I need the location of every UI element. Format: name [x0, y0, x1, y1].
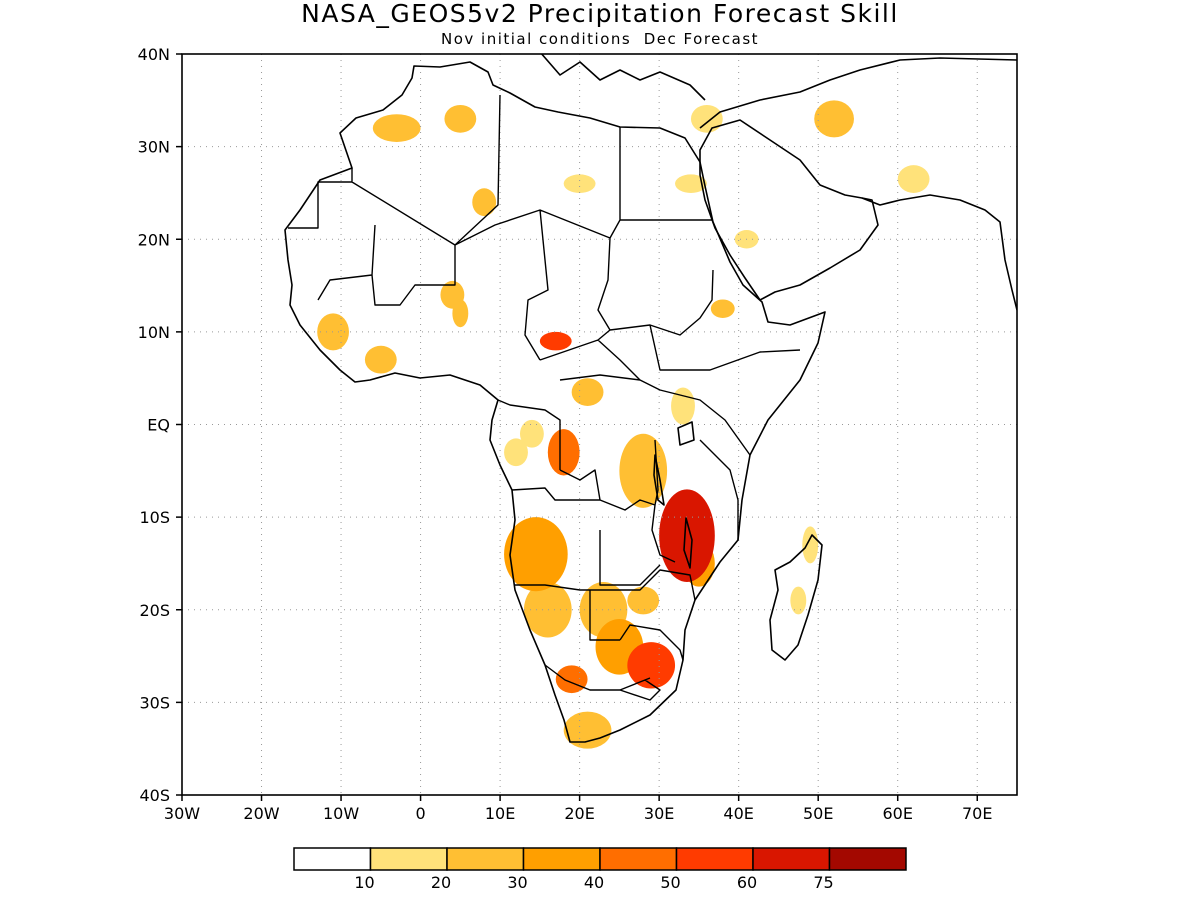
skill-region — [563, 174, 596, 193]
lake-malawi — [683, 517, 693, 569]
latitude-axis: 40N 30N 20N 10N EQ 10S 20S 30S 40S — [138, 45, 182, 805]
colorbar-label: 60 — [737, 873, 757, 892]
colorbar-swatch — [522, 847, 601, 871]
skill-region — [571, 378, 604, 406]
graticule — [182, 54, 1017, 795]
y-tick-label: 40N — [138, 45, 170, 64]
skill-shading — [317, 100, 930, 749]
skill-region — [317, 313, 349, 351]
skill-region — [444, 104, 477, 133]
skill-region — [504, 438, 528, 467]
skill-region — [627, 642, 676, 689]
skill-region — [472, 188, 497, 217]
skill-region — [539, 331, 572, 351]
colorbar-swatch — [293, 847, 372, 871]
skill-region — [710, 299, 735, 318]
country-borders — [288, 94, 801, 701]
skill-region — [659, 489, 715, 582]
lake-victoria — [677, 421, 695, 446]
skill-region — [504, 517, 568, 592]
x-tick-label: 30W — [164, 804, 200, 823]
y-tick-label: 20N — [138, 230, 170, 249]
skill-region — [814, 100, 854, 138]
colorbar-label: 50 — [660, 873, 680, 892]
colorbar-label: 75 — [813, 873, 833, 892]
map-title: NASA_GEOS5v2 Precipitation Forecast Skil… — [301, 0, 899, 28]
y-tick-label: 20S — [139, 601, 170, 620]
x-tick-label: 70E — [962, 804, 992, 823]
x-tick-label: 20W — [243, 804, 279, 823]
skill-region — [372, 114, 421, 142]
skill-region — [523, 581, 572, 638]
lake-tanganyika — [653, 454, 665, 506]
skill-region — [555, 665, 588, 694]
skill-region — [675, 174, 707, 193]
x-tick-label: 0 — [415, 804, 425, 823]
skill-region — [547, 429, 580, 476]
y-tick-label: 10S — [139, 508, 170, 527]
colorbar-label: 20 — [431, 873, 451, 892]
x-tick-label: 10E — [485, 804, 515, 823]
africa-coastline — [284, 61, 826, 743]
skill-region — [452, 299, 469, 328]
colorbar-swatch — [752, 847, 831, 871]
y-tick-label: 30S — [139, 693, 170, 712]
colorbar-swatch — [828, 847, 907, 871]
x-tick-label: 50E — [803, 804, 833, 823]
colorbar-swatch — [446, 847, 525, 871]
skill-region — [897, 165, 930, 193]
x-tick-label: 20E — [564, 804, 594, 823]
x-tick-label: 10W — [323, 804, 359, 823]
y-tick-label: 30N — [138, 138, 170, 157]
colorbar-label: 40 — [584, 873, 604, 892]
longitude-axis: 30W 20W 10W 0 10E 20E 30E 40E 50E 60E 70E — [164, 795, 992, 823]
map-frame — [181, 53, 1018, 796]
skill-colorbar: 10 20 30 40 50 60 75 — [293, 847, 907, 892]
mediterranean-coast — [540, 54, 706, 101]
colorbar-swatch — [675, 847, 754, 871]
skill-region — [790, 586, 807, 615]
coastlines-and-borders — [284, 54, 1017, 743]
map-subtitle: Nov initial conditions Dec Forecast — [441, 30, 759, 48]
x-tick-label: 60E — [882, 804, 912, 823]
colorbar-swatch — [369, 847, 448, 871]
y-tick-label: 10N — [138, 323, 170, 342]
x-tick-label: 40E — [723, 804, 753, 823]
colorbar-label: 10 — [354, 873, 374, 892]
skill-region — [627, 586, 660, 615]
eurasia-coastline — [699, 57, 1017, 311]
arabia-coastline — [699, 119, 879, 301]
skill-region — [563, 711, 612, 749]
y-tick-label: 40S — [139, 786, 170, 805]
skill-region — [519, 419, 544, 448]
skill-region — [802, 526, 819, 564]
skill-region — [690, 104, 723, 133]
y-tick-label: EQ — [147, 416, 170, 435]
colorbar-label: 30 — [507, 873, 527, 892]
x-tick-label: 30E — [644, 804, 674, 823]
colorbar-swatch — [599, 847, 678, 871]
skill-region — [619, 433, 668, 508]
skill-region — [364, 345, 397, 374]
madagascar-coastline — [769, 534, 823, 661]
